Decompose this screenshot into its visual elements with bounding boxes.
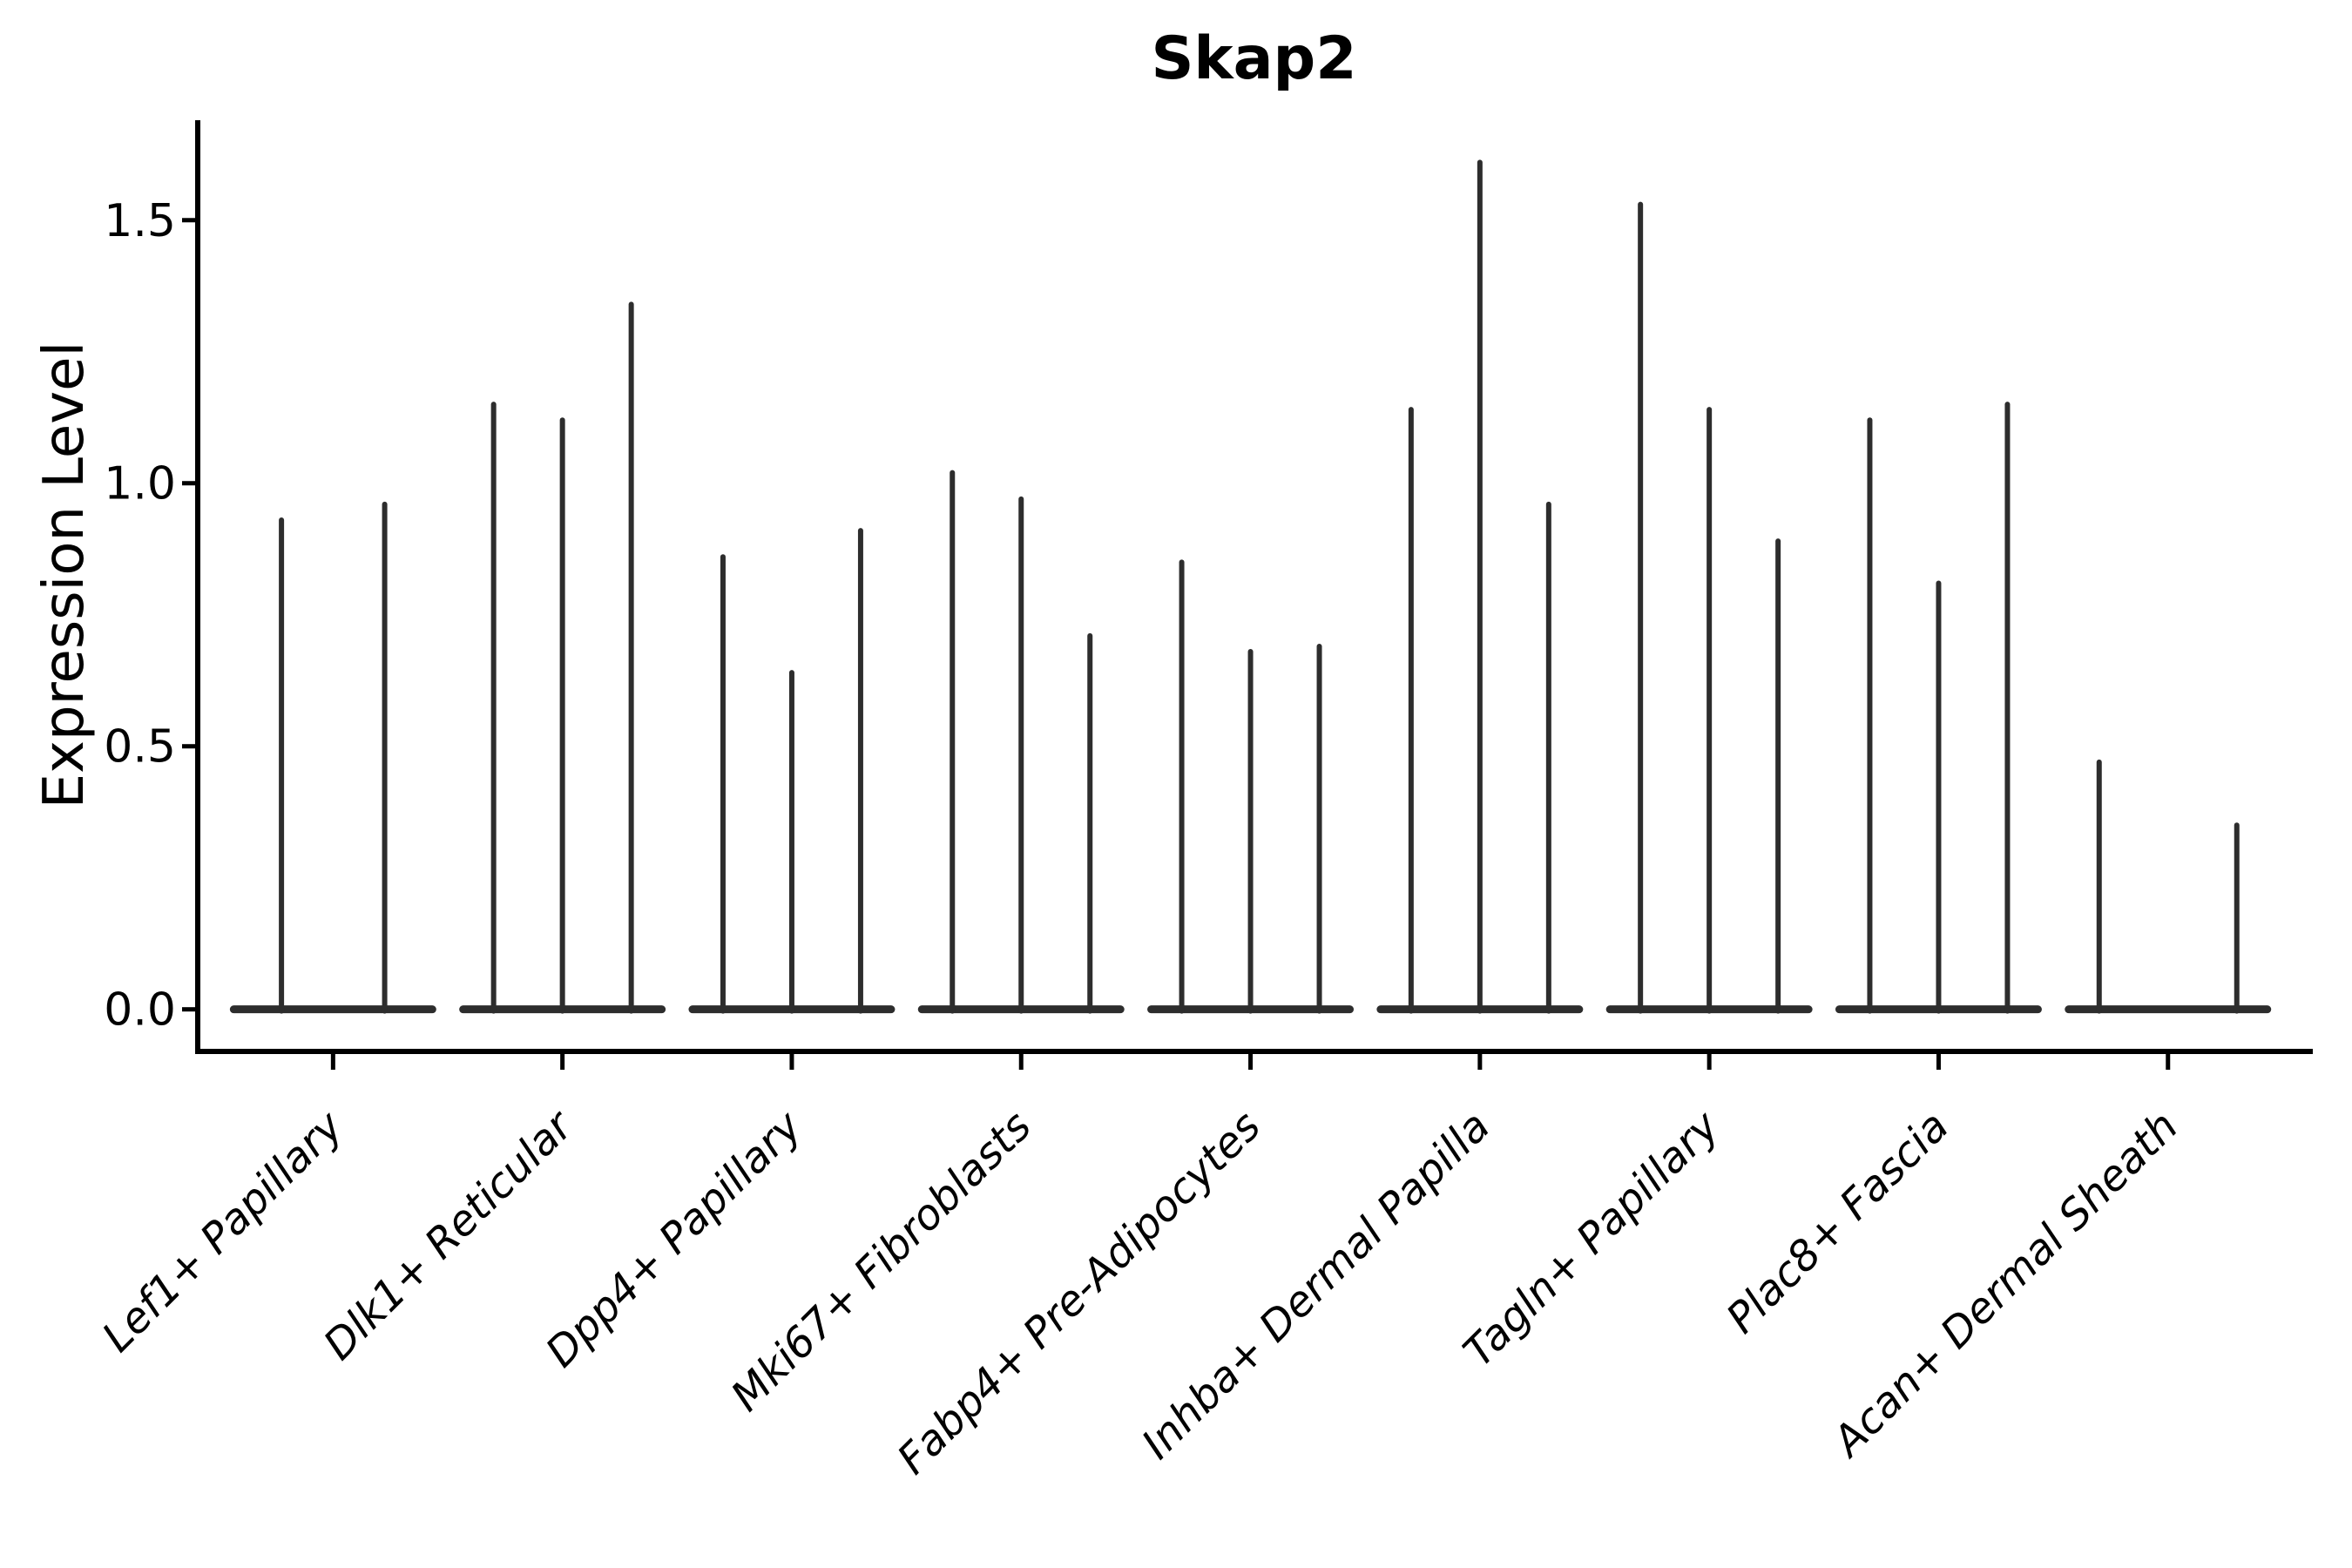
y-tick-label: 0.5 bbox=[104, 721, 176, 774]
violin-group bbox=[1605, 201, 1813, 1014]
x-tick-label: Tagln+ Papillary bbox=[1454, 1101, 1729, 1376]
violin-group bbox=[917, 470, 1125, 1014]
violin-group bbox=[2065, 759, 2272, 1014]
x-tick-label: Dlk1+ Reticular bbox=[314, 1100, 585, 1370]
violin-group bbox=[229, 501, 436, 1014]
x-tick-label: Lef1+ Papillary bbox=[93, 1101, 354, 1362]
violin-group bbox=[688, 528, 896, 1014]
y-tick-label: 1.0 bbox=[104, 458, 176, 510]
x-tick-label: Plac8+ Fascia bbox=[1717, 1102, 1958, 1343]
violin-group bbox=[459, 301, 666, 1014]
violin-baseline bbox=[2065, 1005, 2272, 1014]
y-tick-label: 1.5 bbox=[104, 195, 176, 247]
chart-title: Skap2 bbox=[1151, 24, 1357, 93]
y-tick-label: 0.0 bbox=[104, 984, 176, 1037]
violin-group bbox=[1147, 559, 1355, 1014]
x-tick-label: Fabp4+ Pre-Adipocytes bbox=[889, 1102, 1271, 1484]
violin-group bbox=[1376, 159, 1584, 1014]
violin-baseline bbox=[229, 1005, 436, 1014]
x-tick-label: Dpp4+ Papillary bbox=[537, 1101, 812, 1376]
violin-group bbox=[1835, 402, 2042, 1014]
